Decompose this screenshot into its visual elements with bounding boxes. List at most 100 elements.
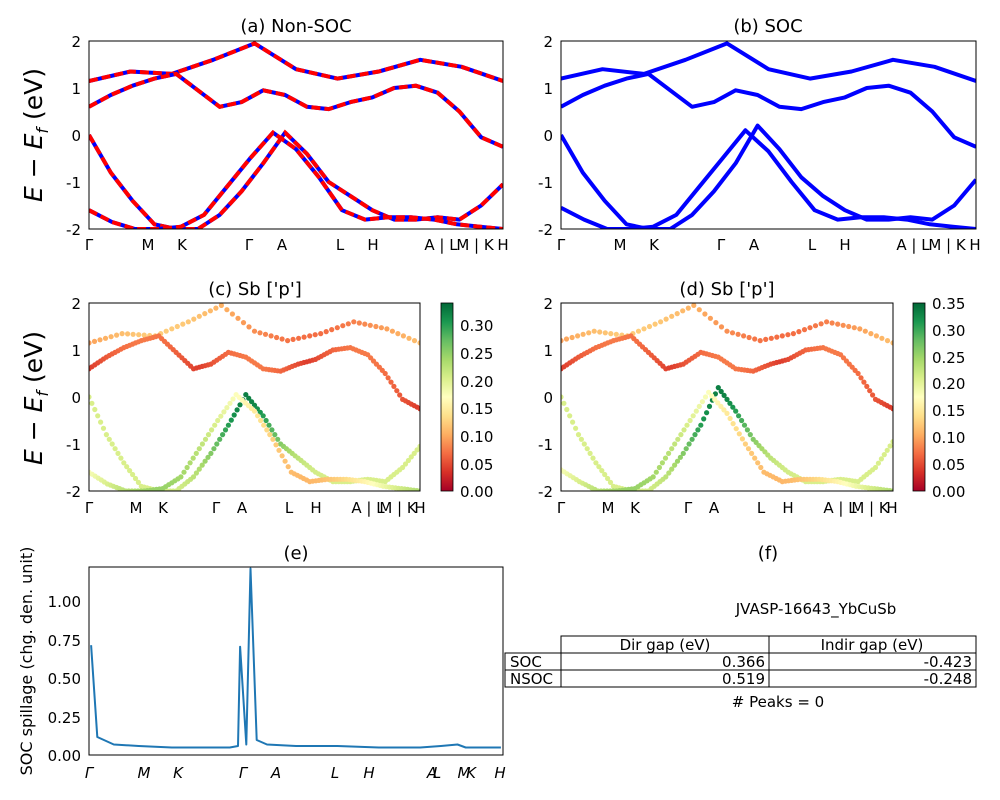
xtick-label: A | L xyxy=(351,499,385,517)
xtick-label: A xyxy=(426,764,437,782)
projection-dot xyxy=(702,394,709,400)
projection-dot xyxy=(106,436,112,442)
projection-dot xyxy=(184,464,190,471)
xtick-label: M | K xyxy=(928,236,967,254)
xtick-label: H xyxy=(367,236,378,254)
ytick-label: 0 xyxy=(71,389,81,407)
projection-dot xyxy=(214,441,220,447)
projection-dot xyxy=(221,409,227,415)
projection-dot xyxy=(89,394,92,400)
projection-dot xyxy=(255,413,261,419)
colorbar-tick: 0.25 xyxy=(932,349,965,367)
panel-a-frame xyxy=(88,40,504,230)
xtick-label: M | K xyxy=(456,236,495,254)
projection-dot xyxy=(89,400,95,406)
projection-dot xyxy=(257,330,263,336)
projection-dot xyxy=(97,337,103,343)
xtick-label: H xyxy=(782,499,793,517)
projection-dot xyxy=(561,394,564,400)
table-row-label: NSOC xyxy=(510,670,553,688)
projection-dot xyxy=(718,403,724,409)
xtick-label: H xyxy=(497,236,508,254)
projection-dot xyxy=(785,332,791,338)
projection-dot xyxy=(752,336,758,342)
ytick-label: 0 xyxy=(71,127,81,145)
projection-dot xyxy=(564,406,570,413)
panel-d-title: (d) Sb ['p'] xyxy=(679,279,774,300)
projection-dot xyxy=(229,311,235,317)
projection-dot xyxy=(578,436,585,442)
xtick-label: A xyxy=(270,764,281,782)
panel-e-yticks: 0.00 0.25 0.50 0.75 1.00 xyxy=(48,593,81,765)
projection-dot xyxy=(653,469,659,475)
projection-dot xyxy=(296,335,302,341)
panel-e-line xyxy=(90,567,501,749)
projection-dot xyxy=(130,471,136,478)
projection-dot xyxy=(824,319,830,325)
projection-dot xyxy=(351,319,357,325)
projection-dot xyxy=(417,406,420,412)
projection-dot xyxy=(92,406,98,413)
projection-dot xyxy=(687,417,693,424)
projection-dot xyxy=(312,332,318,338)
projection-dot xyxy=(95,413,101,419)
projection-dot xyxy=(249,399,255,405)
projection-dot xyxy=(587,450,593,456)
projection-dot xyxy=(730,421,736,427)
ytick-label: 1 xyxy=(543,80,553,98)
projection-dot xyxy=(650,474,656,480)
projection-dot xyxy=(663,474,669,480)
projection-dot xyxy=(672,462,678,468)
projection-dot xyxy=(567,413,573,419)
projection-dot xyxy=(696,403,702,409)
projection-dot xyxy=(890,439,893,445)
projection-dot xyxy=(127,468,133,474)
projection-dot xyxy=(635,328,642,334)
projection-dot xyxy=(345,321,351,327)
projection-dot xyxy=(181,469,187,475)
ytick-label: 2 xyxy=(71,295,81,313)
band-line-overlay xyxy=(89,41,503,83)
projection-dot xyxy=(674,458,681,464)
projection-dot xyxy=(727,400,733,406)
projection-dot xyxy=(307,333,313,339)
xtick-label: K xyxy=(158,499,169,517)
projection-dot xyxy=(812,323,819,329)
projection-dot xyxy=(209,427,215,433)
projection-dot xyxy=(246,395,252,401)
projection-dot xyxy=(187,460,193,466)
projection-dot xyxy=(290,336,296,342)
projection-dot xyxy=(394,388,400,394)
projection-dot xyxy=(389,328,395,334)
projection-dot xyxy=(141,332,147,338)
colorbar-tick: 0.00 xyxy=(460,483,493,501)
projection-dot xyxy=(873,333,880,339)
projection-dot xyxy=(561,338,564,344)
xtick-label: M xyxy=(138,764,151,782)
xtick-label: L xyxy=(331,764,339,782)
projection-dot xyxy=(741,422,748,428)
projection-dot xyxy=(857,326,863,332)
projection-dot xyxy=(580,331,586,337)
table-column-header: Indir gap (eV) xyxy=(821,636,924,654)
projection-dot xyxy=(872,464,879,471)
ytick-label: 2 xyxy=(71,33,81,51)
panel-a-xticks: Γ M K Γ A L H A | L M | K H xyxy=(85,236,509,254)
ytick-label: -1 xyxy=(538,436,553,454)
xtick-label: K xyxy=(466,764,477,782)
projection-dot xyxy=(691,303,697,308)
xtick-label: L xyxy=(757,499,766,517)
projection-dot xyxy=(890,340,893,346)
colorbar-tick: 0.20 xyxy=(932,375,965,393)
projection-dot xyxy=(851,325,857,331)
projection-dot xyxy=(573,425,579,431)
projection-dot xyxy=(596,464,602,470)
projection-dot xyxy=(721,407,727,413)
projection-dot xyxy=(402,461,409,467)
projection-dot xyxy=(414,447,420,453)
projection-dot xyxy=(205,432,212,438)
colorbar-gradient xyxy=(912,302,926,492)
xtick-label: M xyxy=(130,499,143,517)
projection-dot xyxy=(868,331,874,337)
